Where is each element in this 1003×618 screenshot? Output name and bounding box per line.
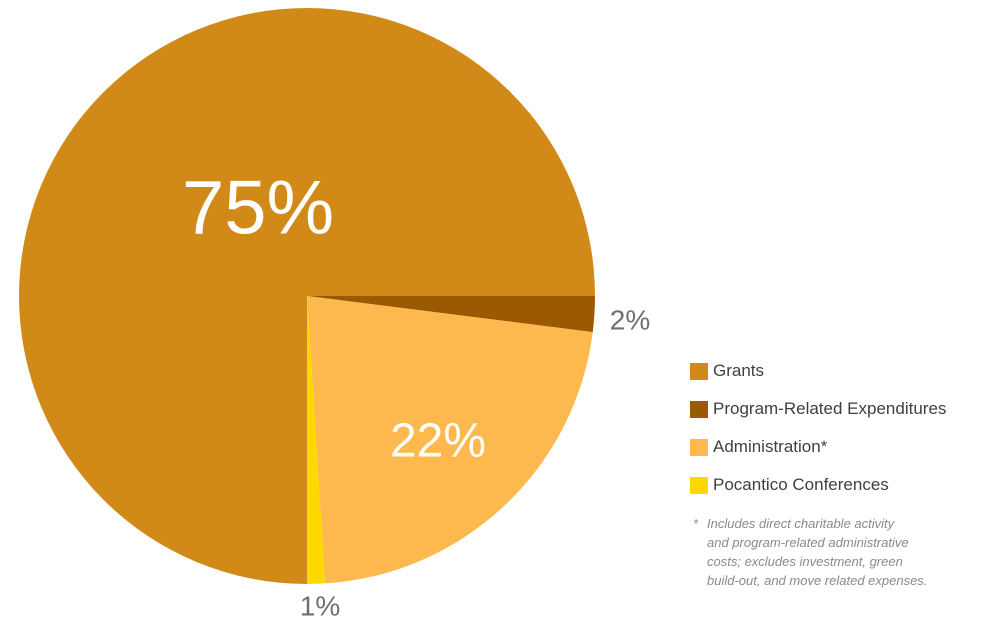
slice-label: 22% <box>390 415 486 468</box>
legend-item-program-related-expenditures: Program-Related Expenditures <box>690 398 1000 420</box>
legend-item-administration: Administration* <box>690 436 1000 458</box>
pie-slice-labels: 2% 22% 1% 75% <box>182 166 650 618</box>
legend-item-grants: Grants <box>690 360 1000 382</box>
slice-label: 75% <box>182 166 334 251</box>
legend-label: Program-Related Expenditures <box>713 399 947 418</box>
pie-slice-administration <box>307 296 593 584</box>
footnote-marker: * <box>693 516 699 531</box>
legend: Grants Program-Related Expenditures Admi… <box>690 360 1000 512</box>
legend-swatch <box>690 400 708 418</box>
legend-swatch <box>690 362 708 380</box>
legend-swatch <box>690 438 708 456</box>
pie-slice-grants <box>19 8 595 584</box>
pie-slices <box>19 8 595 584</box>
legend-swatch <box>690 476 708 494</box>
footnote-line: and program-related administrative <box>707 535 909 550</box>
footnote-line: costs; excludes investment, green <box>707 554 903 569</box>
slice-label: 1% <box>300 591 340 618</box>
footnote-line: build-out, and move related expenses. <box>707 573 928 588</box>
slice-label: 2% <box>610 305 650 336</box>
footnote-line: Includes direct charitable activity <box>707 516 895 531</box>
legend-label: Grants <box>713 361 765 380</box>
legend-label: Administration* <box>713 437 828 456</box>
legend-item-pocantico-conferences: Pocantico Conferences <box>690 474 1000 496</box>
pie-slice-program-related-expenditures <box>307 296 595 333</box>
pie-slice-pocantico-conferences <box>307 296 326 584</box>
footnote: * Includes direct charitable activity an… <box>693 514 993 590</box>
legend-label: Pocantico Conferences <box>713 475 889 494</box>
